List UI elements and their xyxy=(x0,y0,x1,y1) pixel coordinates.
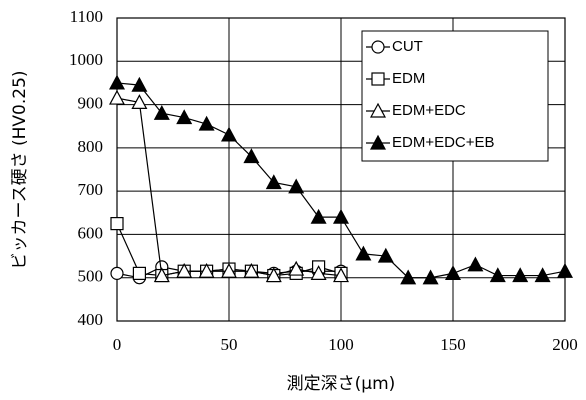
y-tick-label: 1100 xyxy=(70,7,103,26)
marker xyxy=(131,94,148,110)
x-axis-label: 測定深さ(μm) xyxy=(287,374,396,394)
marker xyxy=(512,267,529,283)
marker xyxy=(332,208,350,224)
x-tick-label: 200 xyxy=(552,335,578,354)
legend-marker xyxy=(369,134,387,150)
marker xyxy=(243,148,260,164)
marker xyxy=(198,262,215,278)
marker xyxy=(153,267,170,283)
marker xyxy=(110,217,124,231)
marker xyxy=(176,262,193,278)
marker xyxy=(422,269,439,285)
x-tick-label: 100 xyxy=(328,335,354,354)
marker xyxy=(108,89,126,105)
marker xyxy=(444,265,462,280)
marker xyxy=(377,247,394,263)
y-tick-label: 500 xyxy=(78,267,104,286)
marker xyxy=(332,267,350,283)
y-tick-label: 700 xyxy=(78,180,104,199)
marker xyxy=(467,256,484,272)
marker xyxy=(220,262,238,278)
legend-marker xyxy=(369,102,387,118)
marker xyxy=(198,115,215,131)
marker xyxy=(288,260,305,276)
y-tick-label: 800 xyxy=(78,137,104,156)
legend-box xyxy=(361,30,549,162)
marker xyxy=(265,267,282,283)
legend-label: EDM xyxy=(392,70,425,87)
marker xyxy=(131,76,148,92)
marker xyxy=(108,74,126,90)
marker xyxy=(176,109,193,125)
marker xyxy=(110,266,124,280)
legend-label: EDM+EDC xyxy=(392,102,466,119)
legend-marker xyxy=(371,40,385,54)
y-axis-label: ビッカース硬さ (HV0.25) xyxy=(10,70,30,269)
plot-frame xyxy=(116,17,566,322)
marker xyxy=(288,178,305,194)
y-tick-label: 900 xyxy=(78,93,104,112)
marker xyxy=(153,104,170,120)
marker xyxy=(220,126,238,142)
marker xyxy=(489,267,506,283)
y-tick-label: 600 xyxy=(78,223,104,242)
y-tick-label: 400 xyxy=(78,310,104,329)
marker xyxy=(265,174,282,190)
marker xyxy=(310,208,327,224)
legend-marker xyxy=(371,72,385,86)
legend-label: CUT xyxy=(392,38,423,55)
x-tick-label: 150 xyxy=(440,335,466,354)
legend-label: EDM+EDC+EB xyxy=(392,134,495,151)
marker xyxy=(355,245,372,261)
marker xyxy=(243,262,260,278)
y-tick-label: 1000 xyxy=(69,50,103,69)
marker xyxy=(534,267,551,283)
marker xyxy=(132,266,146,280)
marker xyxy=(400,269,417,285)
marker xyxy=(310,265,327,280)
marker xyxy=(556,262,574,278)
x-tick-label: 50 xyxy=(221,335,238,354)
x-tick-label: 0 xyxy=(113,335,122,354)
